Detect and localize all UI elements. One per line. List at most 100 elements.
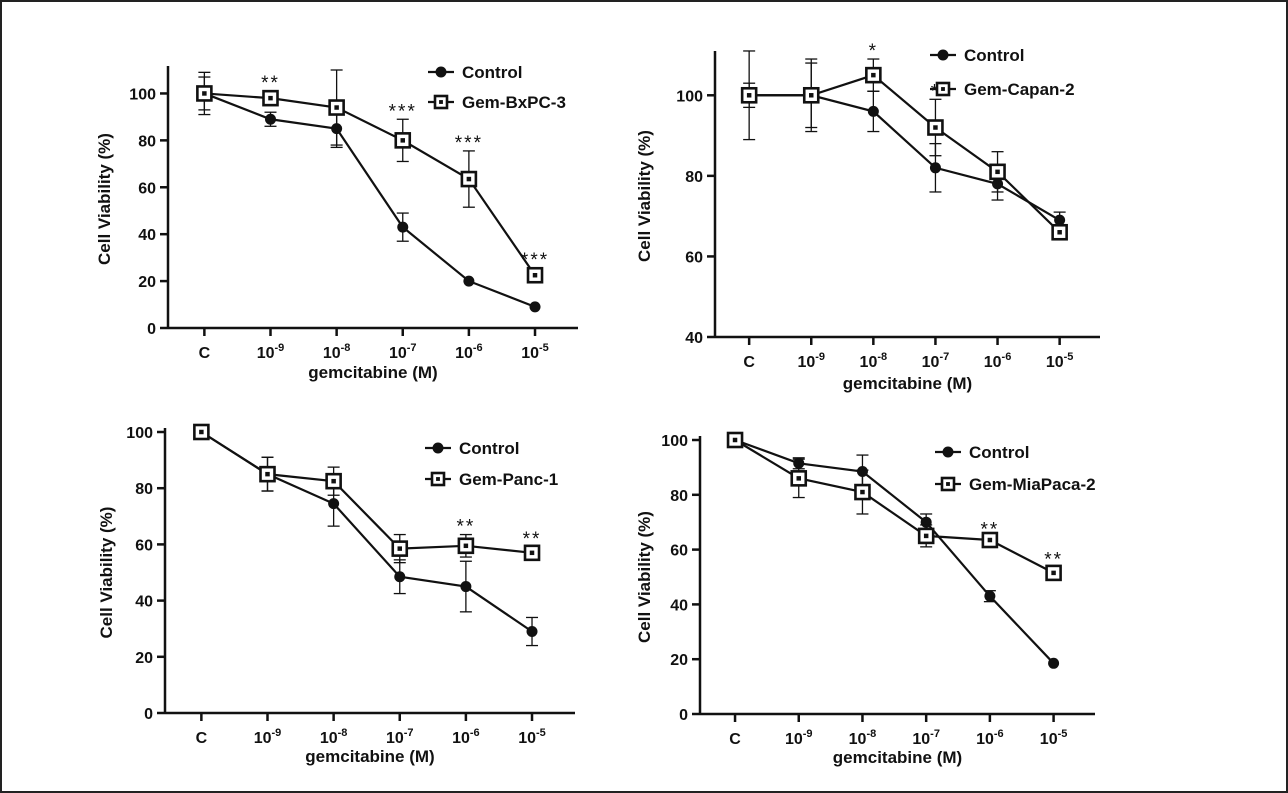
legend-label: Control (964, 46, 1024, 65)
data-point (265, 113, 276, 125)
data-point (397, 221, 409, 233)
x-axis-title: gemcitabine (M) (305, 747, 434, 766)
significance-label: ** (456, 517, 475, 538)
data-point-core (746, 93, 752, 98)
x-tick-label: 10-5 (521, 342, 549, 362)
data-point-core (202, 91, 207, 96)
x-tick-label: 10-7 (922, 351, 950, 371)
y-tick-label: 80 (135, 481, 153, 498)
x-tick-label: 10-7 (386, 727, 414, 747)
data-point-core (732, 437, 738, 443)
x-tick-label: 10-8 (323, 342, 351, 362)
data-point (328, 498, 340, 510)
chart-panel-1: 0 20 40 60 80 100 C 10-9 10-8 10-7 10-6 10-5 gemcita… (95, 63, 578, 382)
y-tick-label: 60 (685, 249, 703, 266)
data-point (1054, 214, 1066, 226)
series-2 (740, 50, 1068, 241)
x-tick-label: 10-9 (254, 727, 282, 747)
y-tick-label: 0 (144, 706, 153, 723)
series-line (203, 92, 536, 308)
x-tick-label: 10-7 (912, 728, 940, 748)
data-point (867, 105, 879, 117)
data-point-core (265, 471, 270, 477)
legend-marker-core (439, 100, 443, 104)
y-tick-label: 80 (670, 488, 688, 505)
data-point-core (532, 272, 538, 278)
series-line (734, 438, 1055, 665)
series-2 (726, 431, 1062, 582)
data-point-core (1051, 570, 1056, 576)
y-tick-label: 20 (138, 274, 156, 291)
legend-marker (937, 49, 949, 61)
legend-marker (432, 442, 444, 454)
legend-label: Gem-Capan-2 (964, 80, 1075, 99)
significance-label: *** (455, 133, 483, 154)
significance-label: ** (1044, 549, 1063, 570)
x-tick-label: 10-5 (1046, 351, 1074, 371)
panels: 0 20 40 60 80 100 C 10-9 10-8 10-7 10-6 10-5 gemcita… (95, 41, 1100, 767)
y-tick-label: 40 (135, 594, 153, 611)
x-tick-label: 10-8 (860, 351, 888, 371)
y-axis-title: Cell Viability (%) (635, 130, 654, 262)
legend-marker (435, 66, 447, 78)
legend-label: Gem-Panc-1 (459, 470, 558, 489)
legend-label: Control (969, 443, 1029, 462)
data-point-core (1057, 230, 1062, 235)
data-point-core (809, 93, 814, 98)
data-point (1048, 657, 1060, 669)
x-tick-label: C (196, 730, 208, 747)
y-axis-title: Cell Viability (%) (95, 133, 114, 265)
x-tick-label: 10-8 (320, 727, 348, 747)
y-tick-label: 100 (661, 433, 688, 450)
x-tick-label: C (729, 731, 741, 748)
data-point-core (268, 95, 273, 101)
y-tick-label: 20 (135, 650, 153, 667)
significance-label: * (931, 81, 940, 102)
y-tick-label: 40 (685, 330, 703, 347)
significance-label: ** (523, 529, 542, 550)
chart-panel-4: 0 20 40 60 80 100 C 10-9 10-8 10-7 10-6 10-5 gemcita… (635, 431, 1096, 767)
legend-marker (942, 446, 954, 458)
y-tick-label: 100 (126, 425, 153, 442)
data-point-core (871, 72, 876, 78)
data-point-core (995, 169, 1000, 175)
data-point-core (860, 489, 865, 495)
significance-label: ** (261, 73, 280, 94)
data-point (394, 571, 406, 583)
y-axis-title: Cell Viability (%) (635, 511, 654, 643)
x-tick-label: 10-5 (1040, 728, 1068, 748)
x-tick-label: 10-9 (797, 351, 825, 371)
significance-label: * (869, 41, 878, 62)
y-tick-label: 100 (676, 88, 703, 105)
data-point (526, 626, 538, 638)
data-point (463, 275, 475, 287)
legend-label: Control (459, 439, 519, 458)
data-point-core (397, 546, 402, 551)
x-tick-label: 10-5 (518, 727, 546, 747)
series-line (204, 92, 536, 276)
x-axis-title: gemcitabine (M) (843, 374, 972, 393)
data-point-core (933, 125, 938, 130)
x-tick-label: 10-6 (984, 351, 1012, 371)
significance-label: *** (521, 250, 549, 271)
significance-label: *** (389, 101, 417, 122)
data-point-core (199, 429, 204, 435)
chart-panel-3: 0 20 40 60 80 100 C 10-9 10-8 10-7 10-6 10-5 gemcita… (97, 423, 575, 766)
data-point (929, 162, 941, 174)
data-point-core (400, 138, 405, 143)
series-line (200, 431, 533, 554)
data-point-core (466, 176, 472, 182)
x-tick-label: 10-9 (257, 342, 285, 362)
y-tick-label: 60 (670, 543, 688, 560)
data-point-core (987, 537, 993, 543)
x-axis-title: gemcitabine (M) (308, 363, 437, 382)
legend-marker-core (436, 477, 440, 481)
y-tick-label: 80 (685, 169, 703, 186)
legend-label: Gem-BxPC-3 (462, 93, 566, 112)
data-point (984, 590, 996, 602)
data-point (460, 581, 472, 593)
data-point-core (463, 543, 469, 549)
y-tick-label: 40 (138, 227, 156, 244)
